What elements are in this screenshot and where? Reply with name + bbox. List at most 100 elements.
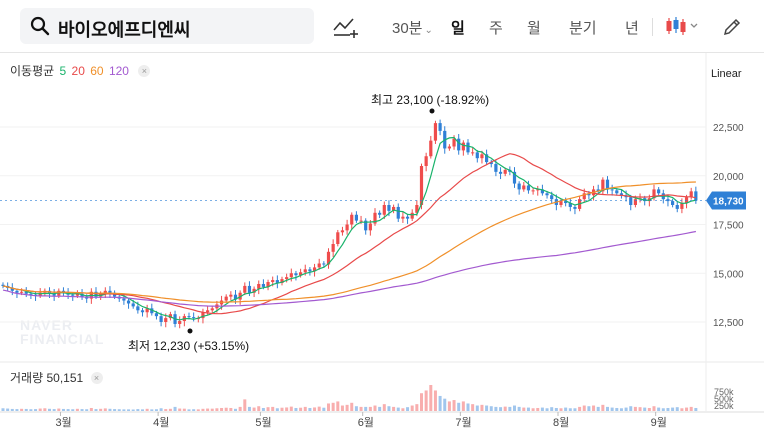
candle-body	[387, 205, 391, 211]
volume-bar	[234, 408, 237, 411]
candle-body	[10, 287, 14, 291]
candle-body	[596, 189, 600, 192]
volume-bar	[643, 407, 647, 411]
candle-body	[150, 308, 154, 314]
candle-body	[684, 197, 689, 204]
volume-bar	[182, 408, 186, 411]
volume-bar	[294, 407, 298, 411]
y-tick-label: 20,000	[713, 172, 744, 183]
candle-body	[540, 189, 544, 194]
scale-mode-toggle[interactable]: Linear	[711, 68, 742, 80]
candle-body	[136, 306, 140, 311]
high-point-marker	[429, 108, 435, 114]
search-icon	[30, 16, 50, 36]
volume-bar	[415, 404, 419, 411]
candle-body	[615, 190, 619, 194]
candle-body	[1, 284, 5, 286]
candle-body	[359, 220, 363, 222]
period-quarter[interactable]: 분기	[569, 20, 597, 37]
candle-body	[24, 291, 28, 294]
candle-body	[680, 203, 684, 209]
trendline-tool-icon[interactable]	[333, 16, 359, 38]
volume-bar	[127, 409, 131, 411]
candle-body	[20, 291, 24, 293]
current-price-label: 18,730	[713, 197, 744, 208]
candle-body	[354, 214, 358, 221]
volume-legend-close-icon[interactable]: ×	[90, 372, 103, 384]
volume-bar	[499, 407, 503, 411]
candle-body	[154, 313, 159, 317]
candle-body	[252, 288, 256, 293]
candlestick-type-icon[interactable]	[665, 15, 701, 37]
volume-bar	[373, 405, 377, 411]
candle-body	[689, 191, 693, 198]
candle-body	[522, 185, 526, 190]
volume-bar	[359, 406, 363, 411]
candle-body	[312, 267, 317, 272]
candle-body	[475, 152, 479, 159]
candle-body	[266, 282, 270, 287]
moving-average-legend[interactable]: 이동평균 5 20 60 120 ×	[10, 62, 152, 79]
volume-bar	[99, 408, 103, 411]
candle-body	[629, 197, 633, 205]
volume-bar	[429, 385, 433, 411]
candle-body	[126, 300, 131, 304]
candle-body	[299, 272, 303, 276]
candle-body	[159, 316, 163, 322]
volume-bar	[20, 408, 24, 411]
volume-bar	[629, 406, 633, 411]
volume-bar	[261, 407, 265, 411]
volume-bar	[206, 408, 210, 411]
period-year[interactable]: 년	[625, 20, 639, 37]
volume-bar	[689, 406, 693, 411]
stock-search-box[interactable]: 바이오에프디엔씨	[20, 8, 314, 44]
volume-bar	[317, 406, 321, 411]
candle-body	[605, 179, 610, 190]
volume-bar	[66, 409, 70, 411]
candle-body	[424, 156, 428, 166]
volume-bar	[150, 409, 154, 411]
volume-bar	[596, 406, 600, 411]
volume-bar	[85, 409, 89, 411]
period-month[interactable]: 월	[527, 20, 541, 37]
ma-20-line	[2, 153, 697, 315]
volume-bar	[657, 407, 661, 411]
period-week[interactable]: 주	[489, 20, 503, 37]
stock-search-value[interactable]: 바이오에프디엔씨	[58, 20, 191, 40]
volume-bar	[564, 407, 568, 411]
volume-bar	[52, 409, 56, 411]
volume-bar	[638, 407, 642, 411]
volume-bar	[354, 406, 358, 411]
volume-bar	[331, 402, 335, 411]
volume-bar	[238, 406, 242, 411]
candle-body	[498, 171, 503, 174]
chart-toolbar: 바이오에프디엔씨 30분 ⌄ 일 주 월 분기 년	[0, 0, 764, 52]
candle-body	[192, 317, 196, 319]
candle-body	[447, 146, 451, 149]
volume-bar	[461, 401, 465, 411]
volume-bar	[601, 404, 605, 411]
candle-body	[489, 162, 493, 165]
ma-legend-close-icon[interactable]: ×	[138, 65, 151, 77]
candle-body	[350, 214, 354, 225]
candle-body	[224, 296, 228, 301]
volume-bar	[401, 408, 405, 411]
candle-body	[122, 298, 126, 301]
volume-bar	[624, 407, 628, 411]
volume-bar	[410, 405, 414, 411]
candle-body	[392, 206, 396, 211]
candle-body	[652, 189, 656, 199]
period-30min-label: 30분	[392, 20, 423, 37]
volume-bar	[215, 408, 219, 411]
volume-bar	[285, 407, 289, 411]
candle-body	[550, 195, 554, 200]
draw-pencil-icon[interactable]	[722, 17, 742, 37]
ma-120-label: 120	[108, 64, 129, 78]
candle-body	[373, 212, 377, 224]
candle-body	[564, 201, 568, 204]
price-chart[interactable]: 12,500 15,000 17,500 20,000 22,500 3월 4월 5월 6월 7월…	[0, 53, 764, 433]
period-day[interactable]: 일	[451, 20, 465, 37]
candle-body	[619, 193, 624, 196]
volume-tick-label: 250k	[714, 401, 734, 411]
period-30min[interactable]: 30분 ⌄	[392, 17, 433, 38]
